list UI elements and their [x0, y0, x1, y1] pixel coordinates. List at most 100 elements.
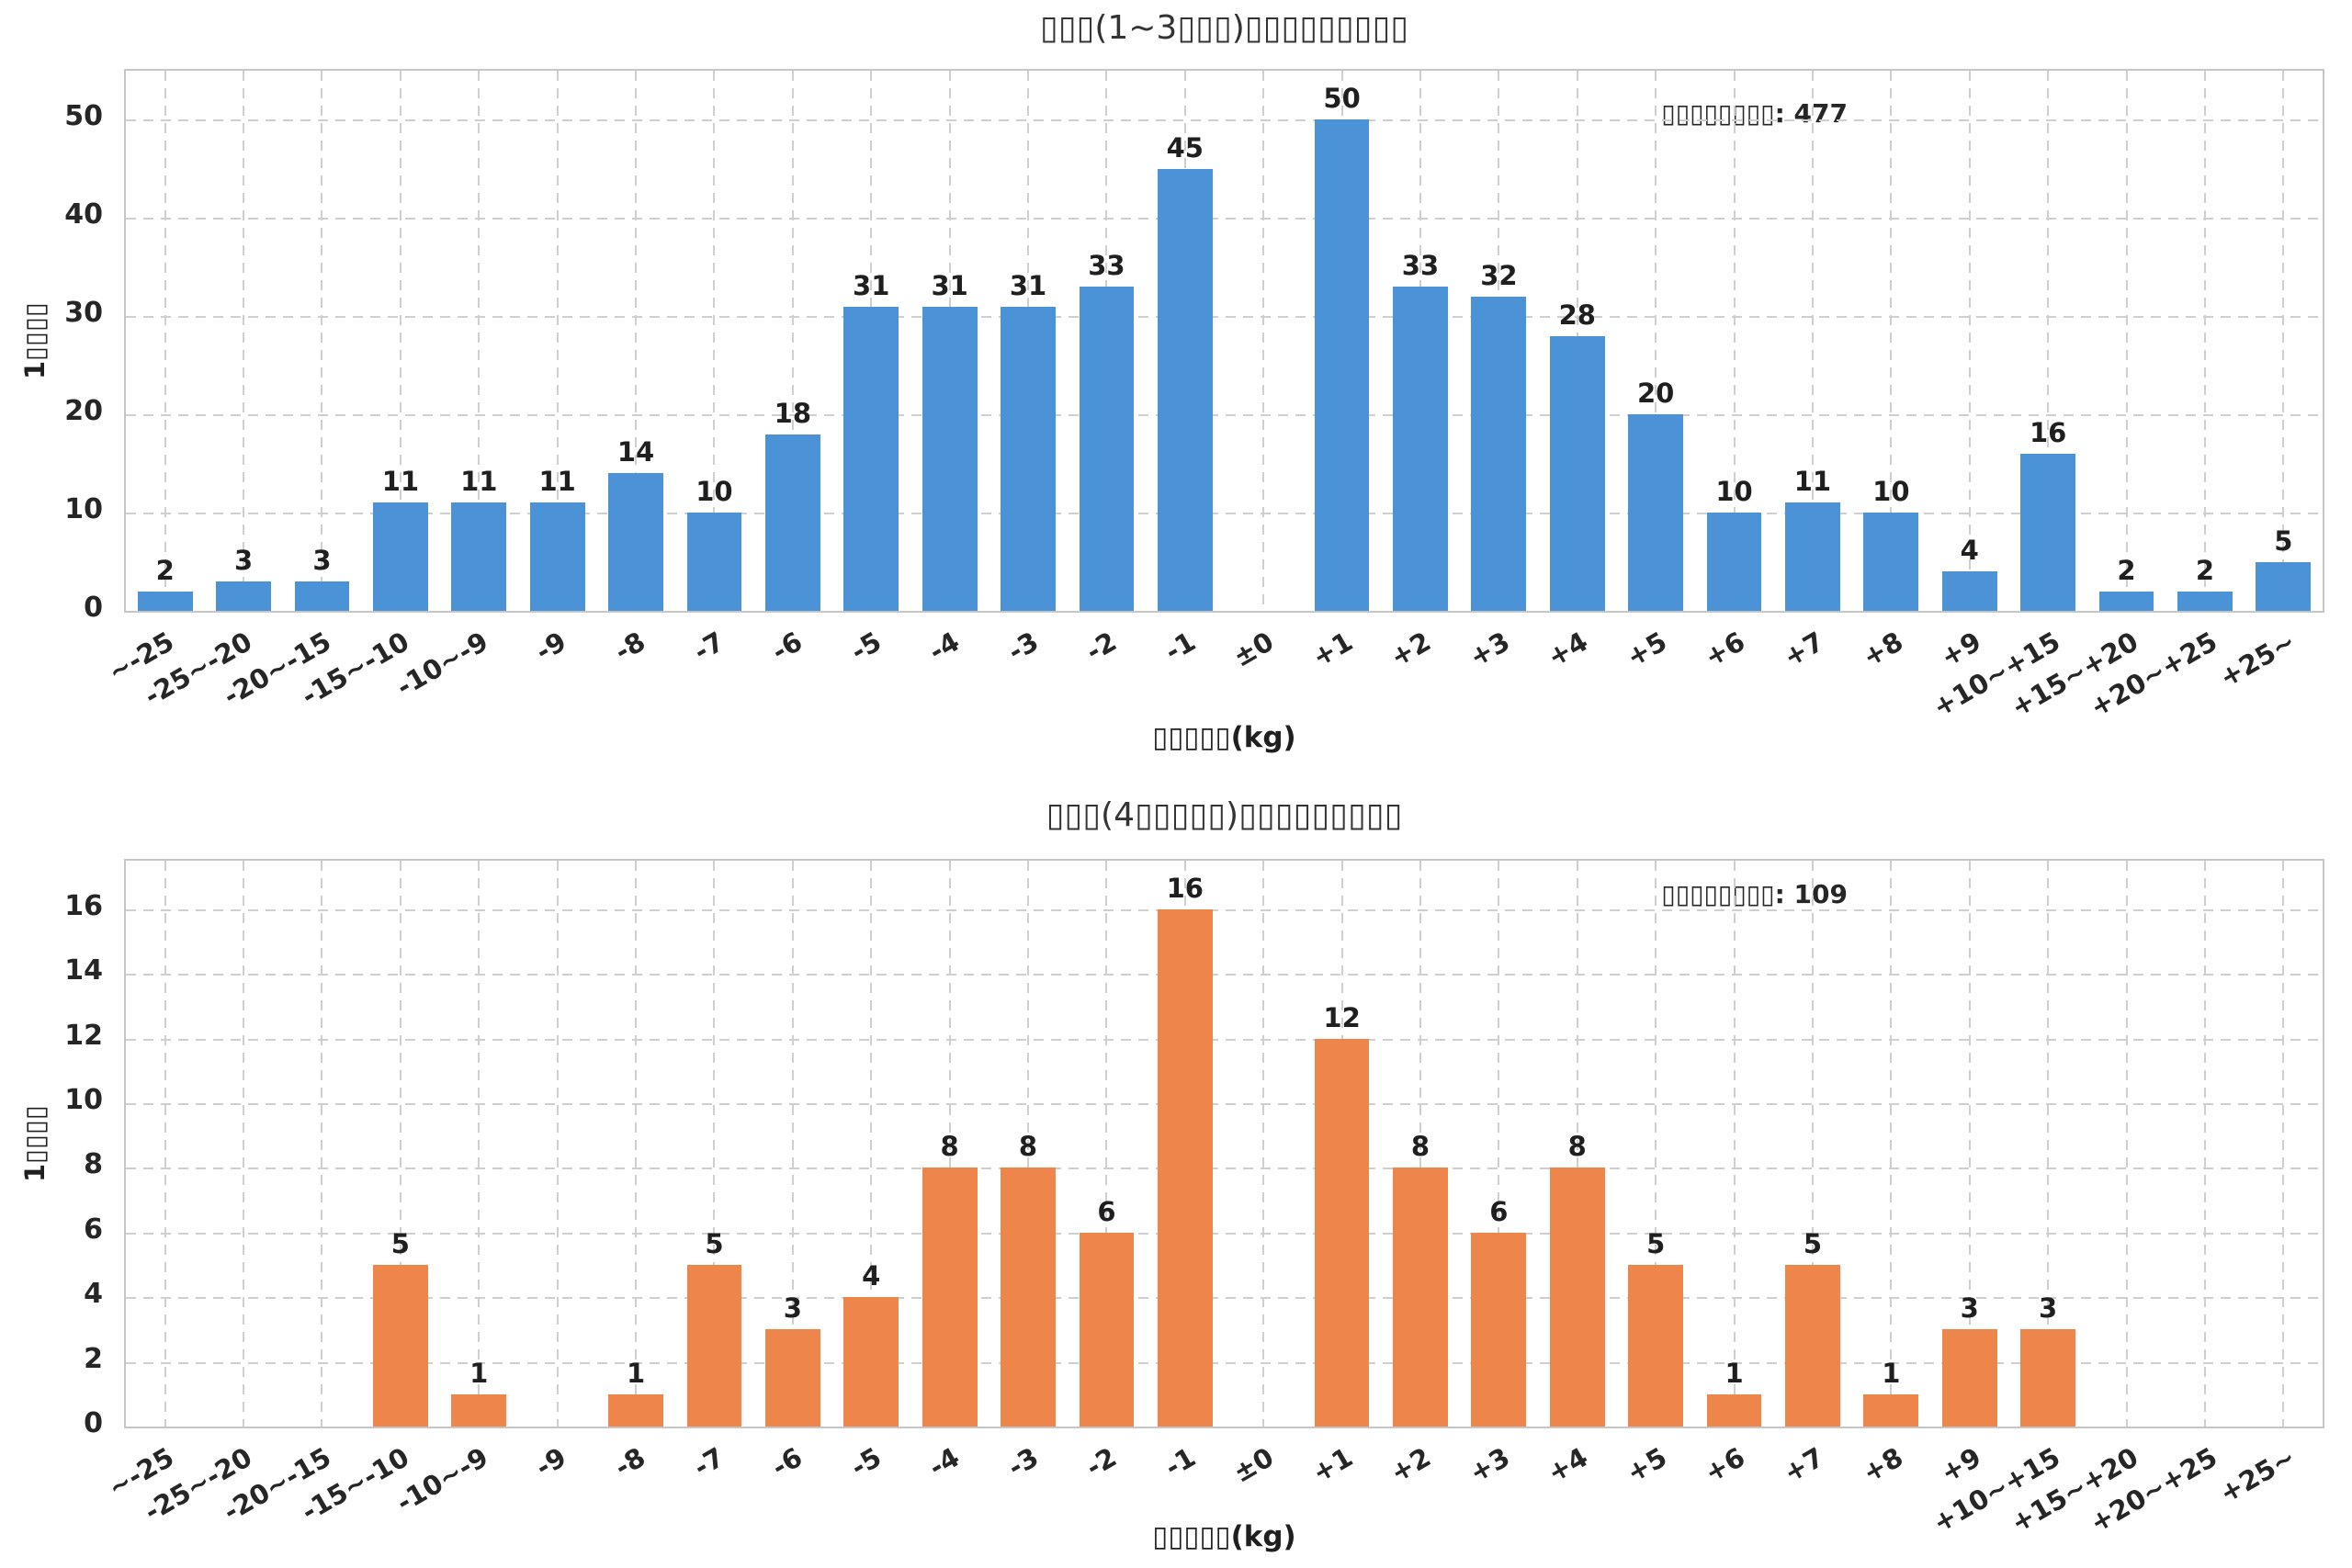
bar-value-label: 31 [931, 269, 968, 301]
bar-value-label: 14 [616, 436, 655, 468]
bar-value-label: 8 [940, 1131, 959, 1163]
y-tick-label: 0 [84, 592, 103, 624]
bar--6 [764, 1329, 820, 1427]
horizontal-gridline [126, 1361, 2323, 1364]
bar--5 [843, 1297, 899, 1427]
bar-value-label: 16 [2029, 416, 2067, 448]
bar-value-label: 11 [1793, 466, 1832, 498]
horizontal-gridline [126, 316, 2323, 319]
plot-area: ▯▯▯▯▯▯▯▯: 109 5 1 1 5 3 4 8 8 6 16 12 8 6 8 5 1 5 1 3 3 [124, 859, 2324, 1428]
bar-value-label: 32 [1480, 259, 1518, 291]
bar-value-label: 2 [155, 554, 175, 586]
bar--5 [843, 306, 899, 611]
vertical-gridline [399, 861, 401, 1427]
bar-+7 [1785, 502, 1840, 611]
bar-value-label: 3 [2039, 1292, 2058, 1325]
bar--1 [1157, 908, 1213, 1427]
bar-value-label: 4 [862, 1260, 881, 1292]
bar-+8 [1863, 513, 1919, 611]
bar--15~-10 [372, 1265, 428, 1427]
bar-value-label: 11 [460, 466, 498, 498]
bar-+1 [1314, 119, 1370, 611]
bar-value-label: 10 [1872, 476, 1910, 508]
bar--9 [529, 502, 585, 611]
vertical-gridline [1576, 861, 1578, 1427]
vertical-gridline [791, 861, 794, 1427]
chart-title: ▯▯▯(1~3▯▯▯)▯▯▯▯▯▯▯▯▯ [1039, 9, 1409, 47]
bar-+9 [1941, 1329, 1997, 1427]
vertical-gridline [635, 71, 638, 611]
bar-value-label: 2 [2117, 554, 2136, 586]
bar-+25~ [2256, 561, 2312, 611]
bar--4 [922, 1168, 978, 1427]
x-axis-label: ▯▯▯▯▯(kg) [1152, 721, 1296, 754]
bar--6 [764, 434, 820, 611]
y-tick-label: 14 [64, 954, 103, 987]
bar--8 [608, 473, 663, 611]
vertical-gridline [2125, 71, 2128, 611]
bar-+15~+20 [2098, 591, 2154, 611]
bar--15~-10 [372, 502, 428, 611]
histogram-months-1-to-3: ▯▯▯(1~3▯▯▯)▯▯▯▯▯▯▯▯▯ 1▯▯▯▯ ▯▯▯▯▯▯▯▯: 477… [19, 9, 2324, 754]
bar-value-label: 3 [1960, 1292, 1979, 1325]
horizontal-gridline [126, 119, 2323, 122]
vertical-gridline [870, 861, 873, 1427]
vertical-gridline [713, 861, 716, 1427]
horizontal-gridline [126, 908, 2323, 911]
bar-+6 [1706, 513, 1762, 611]
y-tick-label: 20 [64, 395, 103, 428]
bar-+10~+15 [2020, 1329, 2075, 1427]
bar--7 [686, 513, 742, 611]
bar--3 [1001, 306, 1056, 611]
vertical-gridline [1811, 861, 1814, 1427]
bar-value-label: 4 [1960, 535, 1979, 567]
y-tick-label: 16 [64, 889, 103, 922]
vertical-gridline [164, 71, 166, 611]
bar-+7 [1785, 1265, 1840, 1427]
bar-value-label: 33 [1088, 250, 1125, 282]
bar-value-label: 11 [381, 466, 420, 498]
vertical-gridline [2125, 861, 2128, 1427]
vertical-gridline [1890, 861, 1893, 1427]
bar--2 [1079, 1232, 1135, 1427]
y-tick-label: 12 [64, 1019, 103, 1052]
y-tick-label: 8 [84, 1148, 103, 1181]
vertical-gridline [635, 861, 638, 1427]
vertical-gridline [164, 861, 166, 1427]
y-tick-label: 50 [64, 100, 103, 133]
bar-+1 [1314, 1038, 1370, 1427]
vertical-gridline [321, 861, 323, 1427]
bar-+20~+25 [2177, 591, 2233, 611]
bar-value-label: 3 [233, 544, 254, 576]
bar-value-label: 5 [390, 1228, 410, 1259]
vertical-gridline [713, 71, 716, 611]
horizontal-gridline [126, 218, 2323, 220]
vertical-gridline [1968, 71, 1971, 611]
plot-area: ▯▯▯▯▯▯▯▯: 477 2 3 3 11 11 11 14 10 18 31 31 31 33 45 5… [124, 69, 2324, 613]
bar-+3 [1471, 1232, 1527, 1427]
bar-+5 [1628, 414, 1684, 611]
vertical-gridline [1262, 861, 1265, 1427]
bar--1 [1157, 168, 1213, 611]
bar-+8 [1863, 1393, 1919, 1427]
bar-value-label: 2 [2195, 554, 2214, 586]
bar-value-label: 50 [1323, 83, 1361, 115]
bar--20~-15 [294, 581, 350, 611]
vertical-gridline [1968, 861, 1971, 1427]
vertical-gridline [1811, 71, 1814, 611]
horizontal-gridline [126, 1232, 2323, 1235]
bar-+4 [1549, 335, 1605, 611]
bar-value-label: 8 [1410, 1131, 1430, 1163]
horizontal-gridline [126, 974, 2323, 976]
bar-value-label: 1 [1882, 1357, 1901, 1389]
bar--3 [1001, 1168, 1056, 1427]
total-annotation: ▯▯▯▯▯▯▯▯: 477 [1661, 98, 1848, 129]
bar-value-label: 5 [1646, 1228, 1666, 1259]
y-tick-label: 6 [84, 1213, 103, 1246]
bar-value-label: 31 [853, 269, 890, 301]
y-axis-label: 1▯▯▯▯ [19, 302, 51, 380]
bar-value-label: 5 [1803, 1228, 1823, 1259]
bar--10~-9 [451, 502, 507, 611]
bar-value-label: 3 [312, 544, 332, 576]
bar-value-label: 5 [2274, 525, 2293, 557]
